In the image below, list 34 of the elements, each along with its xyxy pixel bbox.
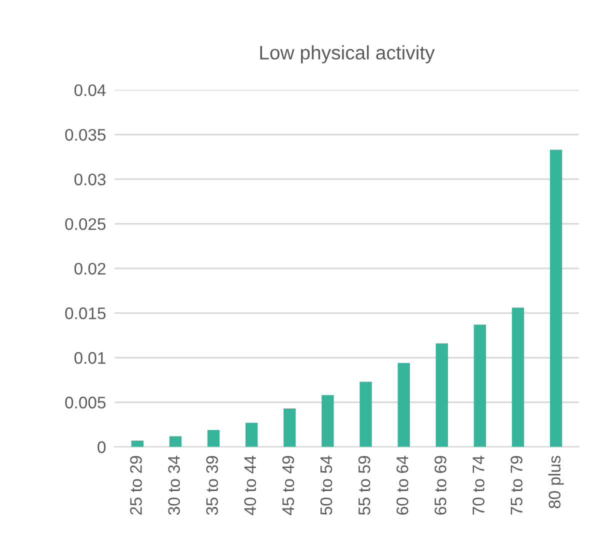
y-tick-label: 0.01 <box>74 352 106 364</box>
bar <box>550 150 562 447</box>
x-tick-label: 50 to 54 <box>320 456 332 515</box>
bar <box>474 324 486 447</box>
y-tick-label: 0.025 <box>65 218 106 230</box>
bar <box>436 343 448 447</box>
y-tick-label: 0.005 <box>65 396 106 408</box>
bar <box>169 436 182 447</box>
x-tick-label: 70 to 74 <box>472 456 484 515</box>
bar <box>284 408 296 447</box>
y-tick-label: 0.015 <box>65 307 106 320</box>
bar <box>360 382 372 447</box>
chart-title: Low physical activity <box>260 45 435 64</box>
x-tick-label: 75 to 79 <box>510 456 522 515</box>
x-tick-label: 25 to 29 <box>130 456 142 515</box>
x-tick-label: 30 to 34 <box>168 456 180 515</box>
bar <box>512 308 524 447</box>
bar <box>207 430 220 447</box>
x-tick-label: 55 to 59 <box>358 456 370 515</box>
x-tick-label: 60 to 64 <box>396 456 408 515</box>
x-tick-label: 45 to 49 <box>282 456 294 516</box>
bar <box>131 440 144 447</box>
bar <box>398 363 410 447</box>
y-tick-label: 0.04 <box>74 84 106 96</box>
y-tick-label: 0.03 <box>74 174 106 186</box>
x-tick-label: 80 plus <box>548 456 564 508</box>
bar <box>245 422 258 447</box>
y-tick-label: 0.02 <box>74 262 106 275</box>
bar <box>322 395 334 447</box>
x-tick-label: 65 to 69 <box>434 456 446 515</box>
x-tick-label: 35 to 39 <box>206 456 218 515</box>
x-tick-label: 40 to 44 <box>244 456 256 516</box>
y-tick-label: 0 <box>98 441 106 454</box>
y-tick-label: 0.035 <box>65 128 106 141</box>
